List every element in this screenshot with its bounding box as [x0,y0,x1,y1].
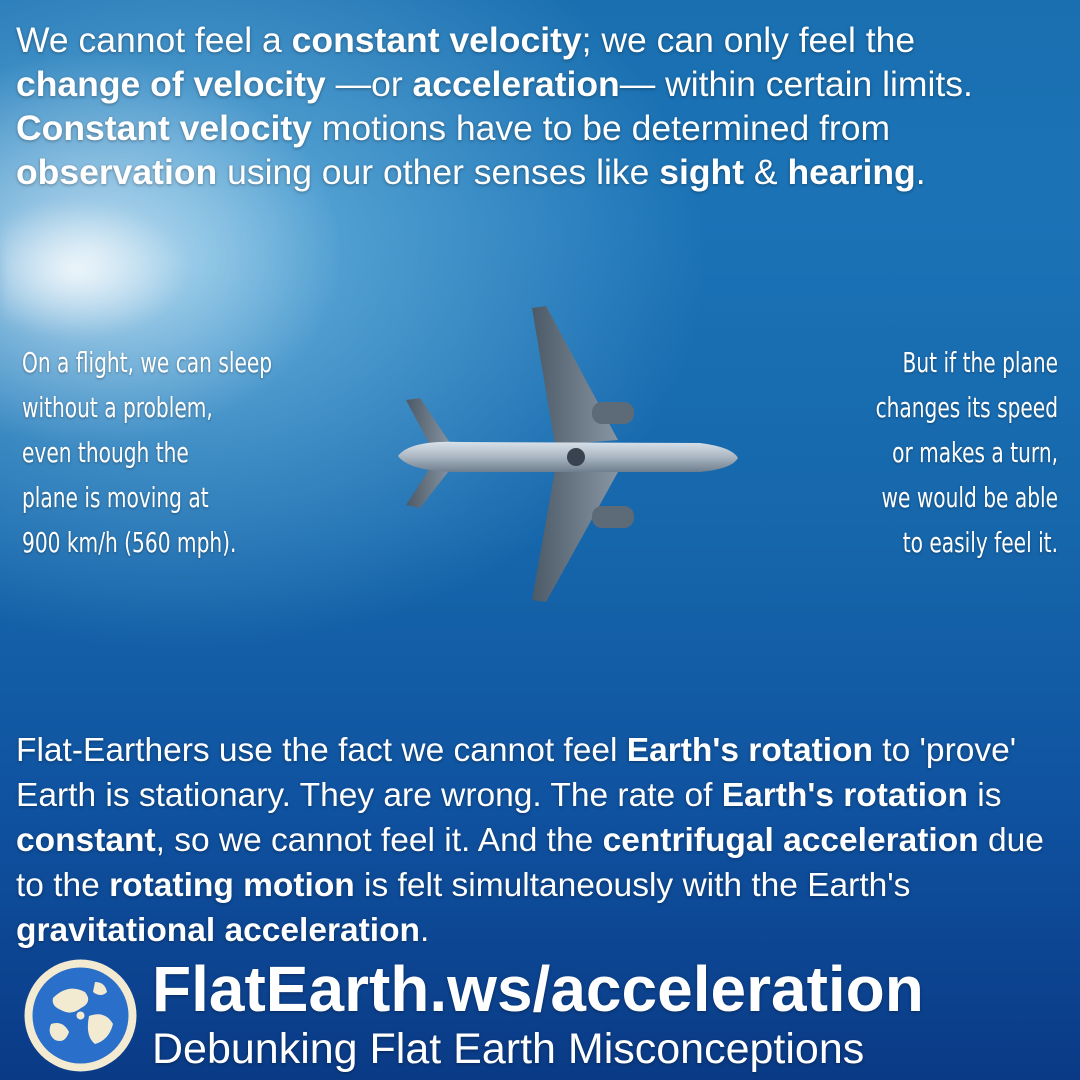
right-note-line: changes its speed [875,391,1058,424]
left-note: On a flight, we can sleep without a prob… [22,340,353,565]
airplane-illustration [398,306,738,602]
tagline: Debunking Flat Earth Misconceptions [152,1025,865,1073]
globe-map-icon [24,959,137,1072]
lower-wing [532,470,618,602]
left-note-line: even though the [22,436,189,469]
left-note-line: without a problem, [22,391,213,424]
intro-paragraph: We cannot feel a constant velocity; we c… [16,20,973,192]
left-note-line: plane is moving at [22,481,209,514]
right-note-line: or makes a turn, [892,436,1058,469]
site-url[interactable]: FlatEarth.ws/acceleration [152,953,924,1025]
left-note-line: On a flight, we can sleep [22,346,273,379]
upper-engine [592,402,634,424]
lower-engine [592,506,634,528]
right-note-line: But if the plane [902,346,1058,379]
landing-gear [567,448,585,466]
right-note-line: to easily feel it. [902,526,1058,559]
left-note-line: 900 km/h (560 mph). [22,526,237,559]
conclusion-paragraph: Flat-Earthers use the fact we cannot fee… [16,732,1044,949]
right-note: But if the plane changes its speed or ma… [741,340,1058,565]
upper-wing [532,306,618,445]
sun-haze [0,200,190,340]
upper-tail [406,398,452,446]
lower-tail [406,467,452,508]
right-note-line: we would be able [881,481,1058,514]
